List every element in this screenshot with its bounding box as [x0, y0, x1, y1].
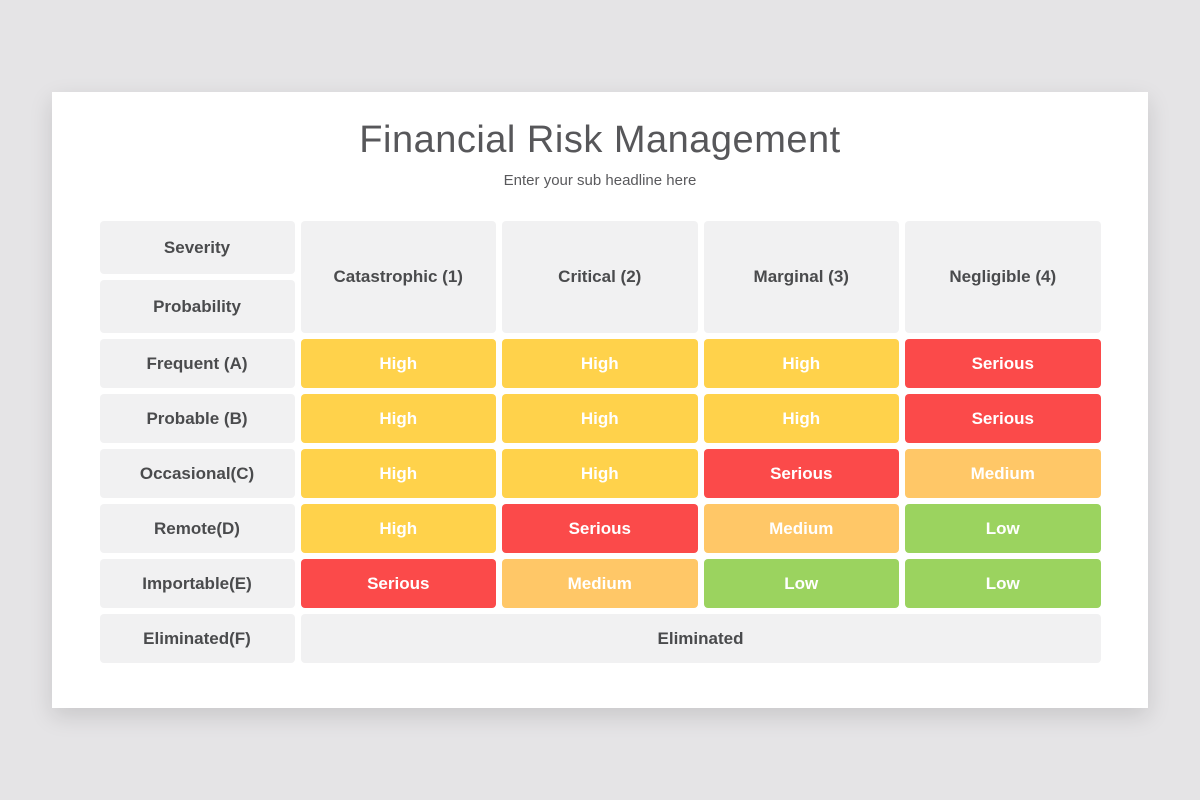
risk-cell: Medium: [905, 449, 1101, 498]
risk-cell: High: [300, 449, 496, 498]
risk-cell: Medium: [703, 504, 899, 553]
column-header-marginal: Marginal (3): [703, 221, 899, 333]
risk-cell: Low: [703, 559, 899, 608]
risk-cell: Serious: [703, 449, 899, 498]
slide-card: Financial Risk Management Enter your sub…: [52, 92, 1148, 708]
column-header-negligible: Negligible (4): [905, 221, 1101, 333]
row-label-eliminated: Eliminated(F): [99, 614, 295, 663]
row-label-importable: Importable(E): [99, 559, 295, 608]
risk-matrix: Severity Probability Catastrophic (1) Cr…: [99, 221, 1101, 663]
risk-cell: High: [300, 504, 496, 553]
risk-cell: Serious: [502, 504, 698, 553]
risk-cell: Low: [905, 559, 1101, 608]
row-label-occasional: Occasional(C): [99, 449, 295, 498]
risk-cell: Serious: [905, 339, 1101, 388]
risk-cell: Serious: [905, 394, 1101, 443]
column-header-critical: Critical (2): [502, 221, 698, 333]
risk-cell: Medium: [502, 559, 698, 608]
risk-cell: High: [300, 339, 496, 388]
risk-cell: High: [502, 449, 698, 498]
risk-cell: High: [502, 339, 698, 388]
risk-cell: Low: [905, 504, 1101, 553]
risk-cell: High: [502, 394, 698, 443]
risk-cell: High: [703, 339, 899, 388]
column-header-catastrophic: Catastrophic (1): [300, 221, 496, 333]
row-label-frequent: Frequent (A): [99, 339, 295, 388]
risk-cell: Serious: [300, 559, 496, 608]
page-subtitle: Enter your sub headline here: [503, 172, 697, 189]
risk-cell: High: [300, 394, 496, 443]
severity-header: Severity: [99, 221, 295, 274]
row-label-remote: Remote(D): [99, 504, 295, 553]
eliminated-span-cell: Eliminated: [300, 614, 1101, 663]
matrix-corner: Severity Probability: [99, 221, 295, 333]
probability-header: Probability: [99, 280, 295, 333]
page-title: Financial Risk Management: [359, 119, 841, 161]
risk-cell: High: [703, 394, 899, 443]
row-label-probable: Probable (B): [99, 394, 295, 443]
